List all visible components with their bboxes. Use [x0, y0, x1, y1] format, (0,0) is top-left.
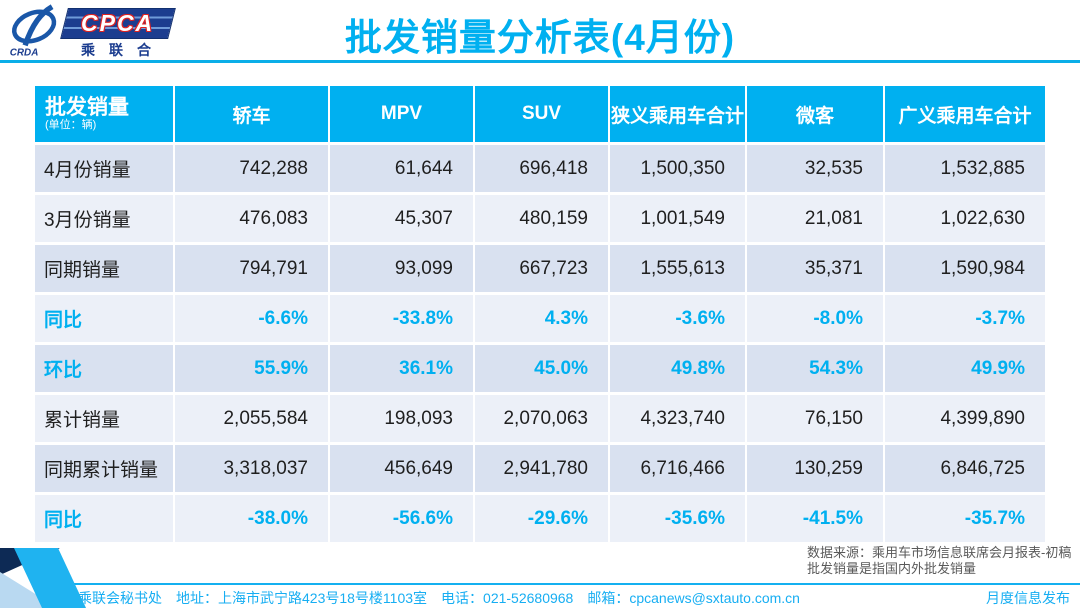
column-header-sedan: 轿车 — [175, 86, 328, 142]
column-header-narrow-pv-total: 狭义乘用车合计 — [610, 86, 745, 142]
table-row-yoy-monthly: 同比 -6.6% -33.8% 4.3% -3.6% -8.0% -3.7% — [35, 295, 1045, 342]
table-cell: 4,323,740 — [610, 395, 745, 442]
corner-ribbon-decoration — [0, 548, 86, 608]
corner-title: 批发销量 — [45, 95, 129, 119]
table-cell: -29.6% — [475, 495, 608, 542]
table-cell: 45,307 — [330, 195, 473, 242]
column-header-mpv: MPV — [330, 86, 473, 142]
table-cell: 21,081 — [747, 195, 883, 242]
svg-text:CRDA: CRDA — [10, 47, 39, 58]
table-cell: 742,288 — [175, 145, 328, 192]
table-cell: 480,159 — [475, 195, 608, 242]
cpca-badge-subtext: 乘联合 — [81, 42, 165, 58]
row-label: 4月份销量 — [35, 145, 173, 192]
table-cell: 55.9% — [175, 345, 328, 392]
table-cell: 1,022,630 — [885, 195, 1045, 242]
table-row-same-period-sales: 同期销量 794,791 93,099 667,723 1,555,613 35… — [35, 245, 1045, 292]
table-cell: 49.9% — [885, 345, 1045, 392]
table-cell: -35.6% — [610, 495, 745, 542]
table-cell: -38.0% — [175, 495, 328, 542]
table-cell: 667,723 — [475, 245, 608, 292]
table-cell: 36.1% — [330, 345, 473, 392]
table-cell: -33.8% — [330, 295, 473, 342]
page-title: 批发销量分析表(4月份) — [344, 17, 736, 58]
table-cell: 6,716,466 — [610, 445, 745, 492]
row-label: 同比 — [35, 295, 173, 342]
table-cell: 61,644 — [330, 145, 473, 192]
row-label: 环比 — [35, 345, 173, 392]
table-row-same-period-cumulative: 同期累计销量 3,318,037 456,649 2,941,780 6,716… — [35, 445, 1045, 492]
table-cell: 456,649 — [330, 445, 473, 492]
cpca-badge: CPCA 乘联合 — [60, 8, 176, 60]
table-cell: -56.6% — [330, 495, 473, 542]
table-row-april-sales: 4月份销量 742,288 61,644 696,418 1,500,350 3… — [35, 145, 1045, 192]
table-cell: -6.6% — [175, 295, 328, 342]
cpca-logo: CRDA CPCA 乘联合 — [8, 4, 176, 60]
table-cell: 4.3% — [475, 295, 608, 342]
wholesale-sales-table: 批发销量 (单位：辆) 轿车 MPV SUV 狭义乘用车合计 微客 广义乘用车合… — [35, 86, 1045, 542]
data-source-line: 数据来源：乘用车市场信息联席会月报表-初稿 — [807, 545, 1072, 560]
row-label: 3月份销量 — [35, 195, 173, 242]
table-cell: 32,535 — [747, 145, 883, 192]
column-header-suv: SUV — [475, 86, 608, 142]
top-band — [0, 0, 1080, 60]
table-cell: 2,941,780 — [475, 445, 608, 492]
table-cell: -41.5% — [747, 495, 883, 542]
table-cell: -35.7% — [885, 495, 1045, 542]
corner-unit: (单位：辆) — [45, 118, 97, 131]
table-cell: 1,555,613 — [610, 245, 745, 292]
column-header-broad-pv-total: 广义乘用车合计 — [885, 86, 1045, 142]
table-cell: 2,055,584 — [175, 395, 328, 442]
table-row-march-sales: 3月份销量 476,083 45,307 480,159 1,001,549 2… — [35, 195, 1045, 242]
footer-contact-text: 乘联会秘书处 地址：上海市武宁路423号18号楼1103室 电话：021-526… — [78, 590, 800, 606]
table-cell: 1,532,885 — [885, 145, 1045, 192]
table-cell: 54.3% — [747, 345, 883, 392]
table-cell: 6,846,725 — [885, 445, 1045, 492]
table-cell: 93,099 — [330, 245, 473, 292]
table-cell: 49.8% — [610, 345, 745, 392]
table-cell: 1,001,549 — [610, 195, 745, 242]
table-cell: 696,418 — [475, 145, 608, 192]
row-label: 同期销量 — [35, 245, 173, 292]
row-label: 同期累计销量 — [35, 445, 173, 492]
table-row-cumulative-sales: 累计销量 2,055,584 198,093 2,070,063 4,323,7… — [35, 395, 1045, 442]
table-cell: -3.6% — [610, 295, 745, 342]
column-header-microvan: 微客 — [747, 86, 883, 142]
table-cell: -3.7% — [885, 295, 1045, 342]
row-label: 同比 — [35, 495, 173, 542]
data-scope-line: 批发销量是指国内外批发销量 — [807, 561, 977, 576]
footer-release-label: 月度信息发布 — [986, 590, 1070, 606]
table-cell: 476,083 — [175, 195, 328, 242]
table-cell: 198,093 — [330, 395, 473, 442]
table-cell: -8.0% — [747, 295, 883, 342]
title-divider — [0, 60, 1080, 63]
row-label: 累计销量 — [35, 395, 173, 442]
table-cell: 2,070,063 — [475, 395, 608, 442]
table-row-mom: 环比 55.9% 36.1% 45.0% 49.8% 54.3% 49.9% — [35, 345, 1045, 392]
crda-swoosh-icon: CRDA — [10, 4, 57, 58]
table-corner-cell: 批发销量 (单位：辆) — [35, 86, 173, 142]
table-cell: 1,590,984 — [885, 245, 1045, 292]
table-row-yoy-cumulative: 同比 -38.0% -56.6% -29.6% -35.6% -41.5% -3… — [35, 495, 1045, 542]
footer-bar: 乘联会秘书处 地址：上海市武宁路423号18号楼1103室 电话：021-526… — [68, 583, 1080, 608]
table-cell: 76,150 — [747, 395, 883, 442]
table-cell: 45.0% — [475, 345, 608, 392]
table-cell: 4,399,890 — [885, 395, 1045, 442]
table-header-row: 批发销量 (单位：辆) 轿车 MPV SUV 狭义乘用车合计 微客 广义乘用车合… — [35, 86, 1045, 142]
data-source-notes: 数据来源：乘用车市场信息联席会月报表-初稿 批发销量是指国内外批发销量 — [807, 545, 1071, 577]
table-cell: 3,318,037 — [175, 445, 328, 492]
table-cell: 794,791 — [175, 245, 328, 292]
table-cell: 1,500,350 — [610, 145, 745, 192]
table-cell: 35,371 — [747, 245, 883, 292]
table-cell: 130,259 — [747, 445, 883, 492]
